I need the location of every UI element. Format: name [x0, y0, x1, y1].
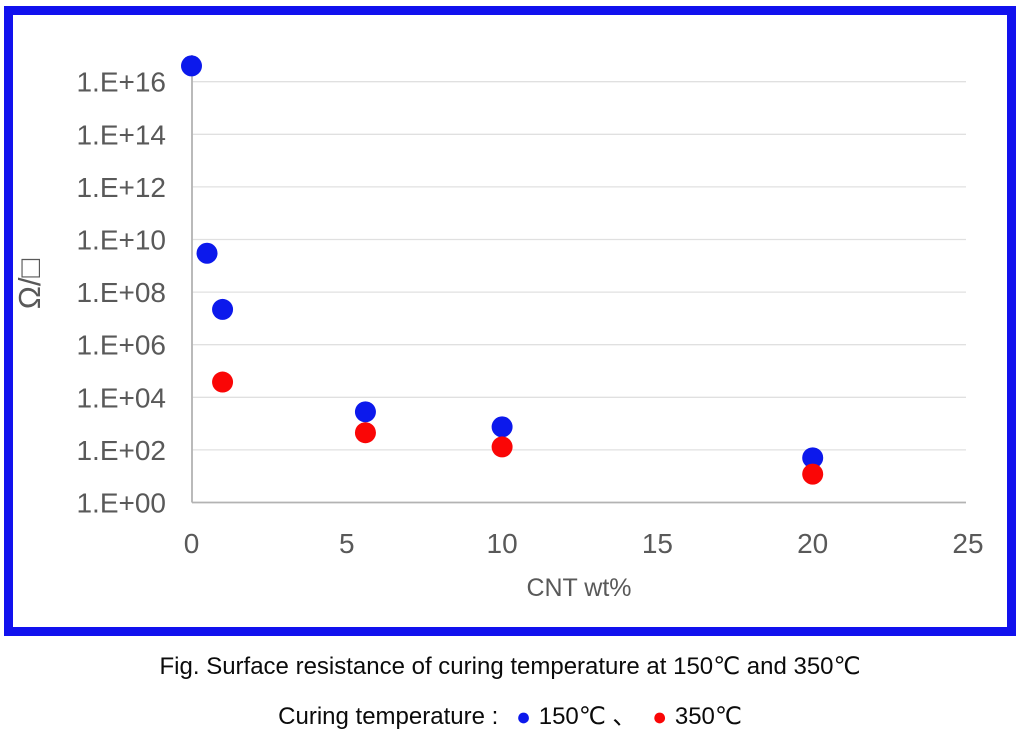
legend-separator: 、: [612, 703, 637, 730]
figure-legend-line: Curing temperature : ● 150℃ 、 ● 350℃: [0, 696, 1020, 731]
chart-frame: [4, 6, 1016, 636]
data-point-150c: [212, 298, 234, 320]
y-tick-label: 1.E+00: [76, 488, 166, 519]
data-point-350c: [354, 422, 376, 444]
y-axis-title: Ω/□: [12, 258, 47, 309]
x-tick-label: 15: [642, 528, 673, 559]
y-tick-label: 1.E+16: [76, 67, 166, 98]
y-tick-label: 1.E+06: [76, 330, 166, 361]
data-point-150c: [802, 447, 824, 469]
legend-label-350c: 350℃: [674, 703, 742, 730]
data-point-350c: [802, 463, 824, 485]
x-tick-label: 25: [952, 528, 983, 559]
data-point-150c: [354, 401, 376, 423]
y-tick-label: 1.E+04: [76, 382, 166, 413]
x-axis-title: CNT wt%: [526, 574, 631, 602]
x-tick-label: 5: [339, 528, 355, 559]
data-point-350c: [212, 371, 234, 393]
x-tick-label: 10: [487, 528, 518, 559]
surface-resistance-scatter-chart: 1.E+00 1.E+02 1.E+04 1.E+06 1.E+08 1.E+10 1.E+…: [12, 55, 984, 602]
data-point-150c: [181, 55, 202, 77]
data-point-150c: [491, 416, 513, 438]
y-tick-label: 1.E+08: [76, 277, 166, 308]
y-tick-label: 1.E+14: [76, 119, 166, 150]
legend-title: Curing temperature :: [278, 703, 499, 730]
y-tick-label: 1.E+10: [76, 225, 166, 256]
legend-marker-150c-icon: ●: [515, 703, 532, 731]
x-tick-label: 20: [797, 528, 828, 559]
data-point-150c: [196, 242, 218, 264]
figure-caption: Fig. Surface resistance of curing temper…: [159, 653, 861, 680]
y-tick-label: 1.E+02: [76, 435, 166, 466]
y-tick-label: 1.E+12: [76, 172, 166, 203]
legend-label-150c: 150℃: [538, 703, 606, 730]
data-point-350c: [491, 436, 513, 458]
legend-marker-350c-icon: ●: [652, 703, 668, 731]
x-tick-label: 0: [184, 528, 200, 559]
